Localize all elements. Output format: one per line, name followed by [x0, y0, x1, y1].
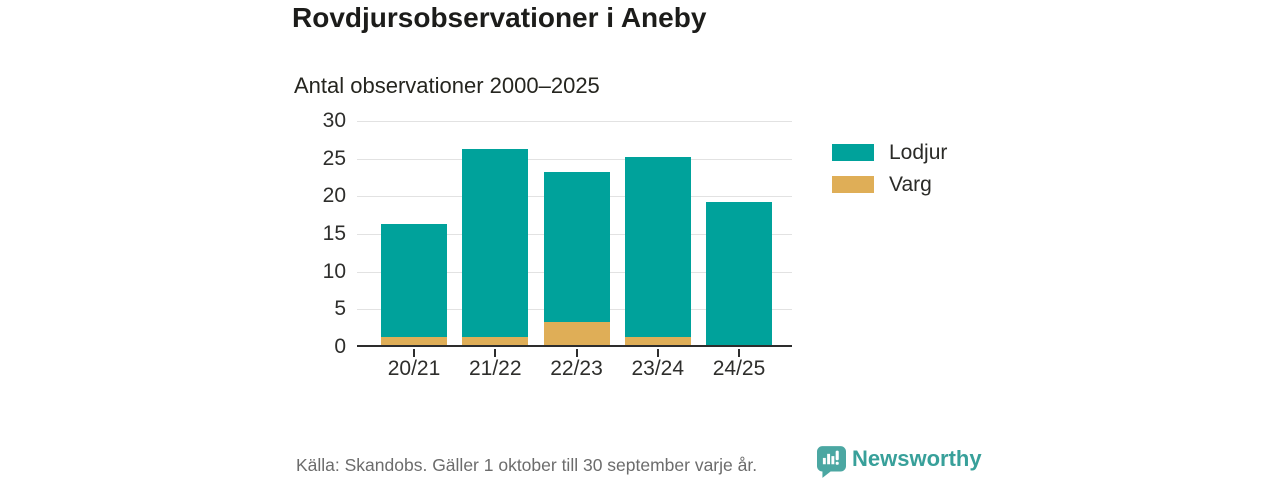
x-tick — [575, 349, 578, 357]
y-tick-label: 0 — [334, 335, 346, 358]
y-tick-label: 10 — [322, 259, 346, 283]
gridline-25 — [357, 158, 792, 160]
newsworthy-logo-icon — [817, 446, 846, 478]
chart-subtitle: Antal observationer 2000–2025 — [294, 73, 600, 98]
legend-swatch-lodjur — [832, 144, 874, 161]
plot-area — [357, 121, 792, 347]
x-tick — [413, 349, 415, 357]
x-tick-label: 24/25 — [712, 357, 766, 380]
bar-segment-lodjur-22-23 — [543, 171, 610, 323]
y-tick-label: 20 — [322, 184, 346, 208]
legend-swatch-varg — [832, 176, 874, 193]
y-tick-label: 15 — [322, 222, 346, 245]
bar-segment-varg-23-24 — [624, 337, 691, 345]
bar-segment-lodjur-20-21 — [381, 224, 447, 338]
y-tick-label: 5 — [334, 297, 346, 321]
bar-segment-varg-21-22 — [462, 337, 529, 345]
x-tick — [494, 349, 497, 357]
x-tick-label: 23/24 — [631, 357, 685, 380]
bar-segment-lodjur-24-25 — [706, 201, 772, 345]
x-tick-label: 20/21 — [387, 357, 441, 380]
bar-segment-lodjur-21-22 — [462, 149, 529, 338]
bar-segment-varg-22-23 — [543, 322, 610, 345]
y-tick-label: 30 — [322, 109, 346, 132]
x-tick — [656, 349, 659, 357]
chart-title: Rovdjursobservationer i Aneby — [292, 2, 707, 33]
gridline-30 — [357, 121, 792, 122]
legend-label: Lodjur — [889, 141, 948, 164]
source-note: Källa: Skandobs. Gäller 1 oktober till 3… — [296, 455, 758, 475]
y-tick-label: 25 — [322, 146, 346, 170]
legend-label: Varg — [889, 173, 932, 196]
x-axis-line — [357, 345, 792, 347]
bar-segment-lodjur-23-24 — [624, 156, 691, 338]
newsworthy-brand-name: Newsworthy — [852, 446, 982, 471]
x-tick-label: 21/22 — [468, 357, 522, 380]
x-tick-label: 22/23 — [550, 357, 603, 380]
bar-segment-varg-20-21 — [381, 337, 447, 345]
x-tick — [738, 349, 740, 357]
